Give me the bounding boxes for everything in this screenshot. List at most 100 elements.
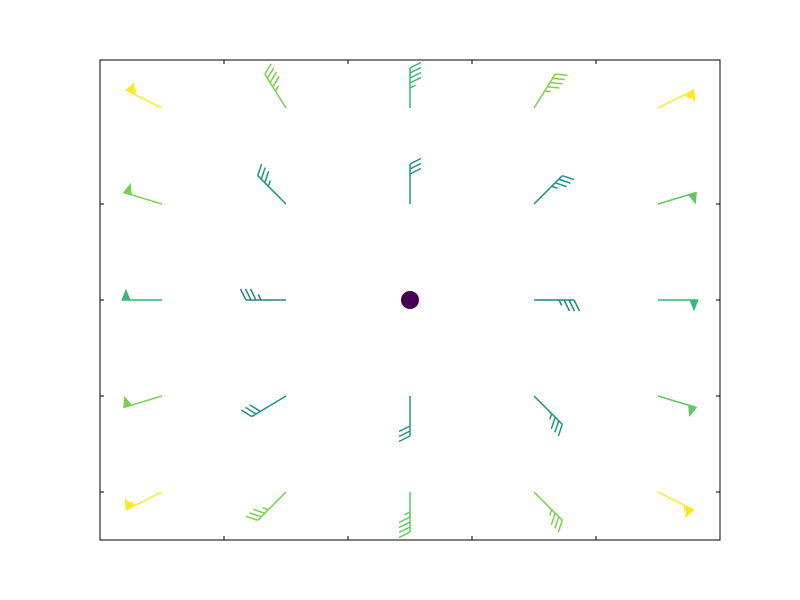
barb-full xyxy=(409,66,422,74)
barb-full xyxy=(398,526,411,534)
wind-barb xyxy=(264,63,287,109)
barb-flag xyxy=(687,191,697,205)
wind-barb xyxy=(257,163,287,205)
barb-flag xyxy=(688,404,698,418)
wind-barb xyxy=(409,157,422,204)
wind-barb xyxy=(121,288,162,301)
barb-full xyxy=(240,409,253,418)
wind-barb xyxy=(658,299,699,312)
wind-barb xyxy=(124,491,163,511)
barb-staff xyxy=(533,395,563,425)
barb-full xyxy=(562,175,575,181)
barb-full xyxy=(409,76,422,84)
wind-barb xyxy=(398,396,411,443)
barb-calm-marker xyxy=(401,291,419,309)
axis-ticks xyxy=(100,60,720,540)
barb-half xyxy=(549,413,553,420)
wind-barb xyxy=(657,191,697,205)
barb-full xyxy=(550,512,556,526)
barb-full xyxy=(272,75,280,88)
barb-full xyxy=(249,404,261,413)
barb-half xyxy=(404,511,411,516)
barb-half xyxy=(544,90,551,93)
barb-flag xyxy=(689,299,699,312)
barb-staff xyxy=(264,73,287,109)
barb-half xyxy=(129,501,136,507)
barb-full xyxy=(398,531,411,539)
wind-barb xyxy=(122,182,163,205)
barb-full xyxy=(549,81,563,85)
barb-full xyxy=(555,73,568,76)
wind-barb xyxy=(533,395,563,437)
barb-full xyxy=(260,167,266,180)
barb-half xyxy=(684,93,691,99)
barb-full xyxy=(245,406,257,415)
barb-half xyxy=(551,185,558,189)
wind-barb xyxy=(533,175,575,205)
barb-flag xyxy=(685,505,695,519)
wind-barb xyxy=(534,299,581,312)
barb-full xyxy=(239,288,247,301)
barb-full xyxy=(409,71,422,79)
barb-full xyxy=(266,67,275,79)
wind-barb xyxy=(657,89,696,109)
barb-full xyxy=(398,516,411,524)
wind-barb xyxy=(123,395,163,409)
barb-staff xyxy=(257,491,287,521)
barb-full xyxy=(249,512,262,518)
barb-full xyxy=(398,430,411,438)
barb-flag xyxy=(124,498,135,511)
barb-flag xyxy=(685,89,696,102)
barb-full xyxy=(554,516,560,529)
barb-flag xyxy=(121,288,131,301)
barb-full xyxy=(398,425,411,433)
barb-staff xyxy=(533,491,563,521)
barb-full xyxy=(552,77,565,81)
barb-full xyxy=(409,61,422,69)
wind-barb xyxy=(398,492,411,539)
wind-barb xyxy=(239,288,286,301)
wind-barb xyxy=(245,491,287,521)
wind-barb xyxy=(533,491,563,533)
barb-staff xyxy=(257,175,287,205)
wind-barb xyxy=(240,395,287,418)
barb-staff xyxy=(533,175,563,205)
barb-full xyxy=(409,162,422,170)
barb-layer xyxy=(121,61,699,539)
barb-full xyxy=(554,420,560,433)
barb-full xyxy=(573,299,581,312)
barb-full xyxy=(550,416,556,430)
barb-half xyxy=(257,294,262,301)
wind-barb xyxy=(409,61,422,108)
barb-full xyxy=(568,299,576,312)
barb-full xyxy=(557,520,563,533)
barb-full xyxy=(558,178,571,184)
barb-full xyxy=(269,71,278,83)
barb-full xyxy=(409,167,422,175)
wind-barb xyxy=(657,491,695,519)
barb-full xyxy=(244,288,252,301)
barb-full xyxy=(245,515,258,521)
barb-half xyxy=(262,507,269,511)
barb-staff xyxy=(251,395,287,418)
barb-full xyxy=(554,182,568,188)
barb-full xyxy=(398,521,411,529)
wind-barb xyxy=(657,395,698,418)
barb-flag xyxy=(125,81,135,95)
barb-full xyxy=(409,157,422,165)
barb-half xyxy=(274,85,280,92)
barb-full xyxy=(563,299,571,312)
barb-full xyxy=(547,86,560,89)
barb-half xyxy=(409,84,416,89)
barb-full xyxy=(557,424,563,437)
barb-full xyxy=(264,170,270,184)
barb-full xyxy=(252,508,266,514)
barb-full xyxy=(257,163,263,176)
barb-full xyxy=(398,435,411,443)
barb-half xyxy=(549,509,553,516)
barb-full xyxy=(264,63,272,75)
wind-barb xyxy=(125,81,163,109)
barb-half xyxy=(558,299,563,306)
barb-half xyxy=(267,180,271,187)
